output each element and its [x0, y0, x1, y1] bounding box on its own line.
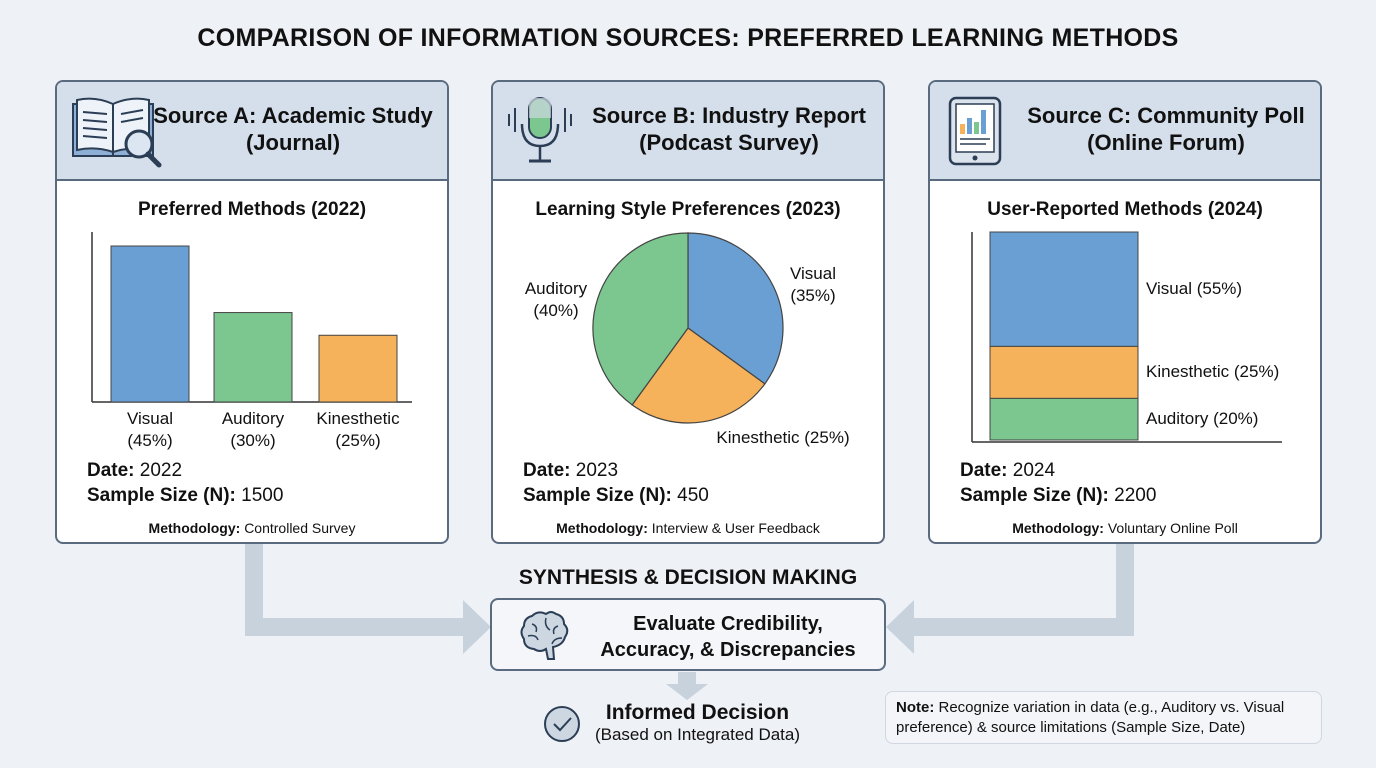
methodology-label: Methodology: [556, 520, 648, 536]
bar-label-kinesthetic: Kinesthetic (25%) [298, 408, 418, 452]
bar-auditory [213, 312, 293, 403]
pie-slice-kinesthetic [631, 327, 766, 424]
source-b-title: Source B: Industry Report (Podcast Survey… [583, 102, 875, 156]
pie-slice-visual [687, 232, 784, 385]
methodology-label: Methodology: [148, 520, 241, 536]
decision-subtitle: (Based on Integrated Data) [594, 725, 801, 744]
arrow-synthesis-to-decision [666, 672, 708, 700]
note-box: Note: Recognize variation in data (e.g.,… [885, 691, 1322, 744]
date-label: Date: [523, 460, 571, 481]
methodology-value: Voluntary Online Poll [1107, 520, 1238, 536]
chart-a-title: Preferred Methods (2022) [137, 199, 367, 220]
bar-value: (25%) [335, 431, 381, 450]
pie-label-kinesthetic: Kinesthetic (25%) [716, 428, 850, 447]
evaluate-text: Evaluate Credibility, Accuracy, & Discrep… [582, 611, 874, 663]
note-label: Note: [896, 699, 935, 716]
methodology-value: Controlled Survey [244, 520, 356, 536]
check-circle-icon [544, 706, 580, 742]
synthesis-heading: SYNTHESIS & DECISION MAKING [518, 566, 858, 589]
source-c-header: Source C: Community Poll (Online Forum) [930, 82, 1320, 181]
source-c-title-line1: Source C: Community Poll [1027, 103, 1305, 128]
pie-label-visual-name: Visual [790, 264, 836, 283]
sample-value: 450 [677, 485, 709, 506]
source-a-card: Source A: Academic Study (Journal) Prefer… [55, 80, 449, 544]
source-a-methodology: Methodology: Controlled Survey [57, 520, 447, 536]
stack-label-kinesthetic: Kinesthetic (25%) [1146, 362, 1280, 382]
sample-value: 1500 [241, 485, 284, 506]
source-b-meta: Date: 2023 Sample Size (N): 450 [523, 458, 709, 508]
microphone-icon [508, 97, 572, 163]
arrow-source-a-to-synthesis [245, 544, 491, 654]
chart-a-bars [91, 232, 412, 403]
book-magnifier-icon [72, 97, 162, 168]
stack-segment-auditory [989, 397, 1139, 441]
bar-value: (30%) [230, 431, 276, 450]
pie-slice-auditory [592, 232, 689, 406]
pie-label-auditory-name: Auditory [524, 279, 588, 298]
source-c-card: Source C: Community Poll (Online Forum) U… [928, 80, 1322, 544]
bar-label-visual: Visual (45%) [90, 408, 210, 452]
date-label: Date: [960, 460, 1008, 481]
chart-c-stacked-bar [971, 231, 1282, 443]
bar-category: Kinesthetic [316, 409, 400, 428]
methodology-label: Methodology: [1012, 520, 1104, 536]
source-b-header: Source B: Industry Report (Podcast Survey… [493, 82, 883, 181]
bar-category: Auditory [221, 409, 285, 428]
informed-decision: Informed Decision (Based on Integrated D… [585, 701, 810, 745]
chart-c-title: User-Reported Methods (2024) [987, 199, 1263, 220]
evaluate-line1: Evaluate Credibility, [633, 613, 823, 635]
bar-kinesthetic [318, 334, 398, 403]
arrow-source-c-to-synthesis [886, 544, 1134, 654]
stack-label-auditory: Auditory (20%) [1146, 409, 1259, 429]
source-a-title-line1: Source A: Academic Study [153, 103, 433, 128]
sample-label: Sample Size (N): [523, 485, 672, 506]
methodology-value: Interview & User Feedback [651, 520, 820, 536]
sample-value: 2200 [1114, 485, 1157, 506]
pie-label-visual: Visual (35%) [773, 263, 853, 307]
source-a-meta: Date: 2022 Sample Size (N): 1500 [87, 458, 283, 508]
sample-label: Sample Size (N): [87, 485, 236, 506]
source-b-title-line1: Source B: Industry Report [592, 103, 866, 128]
date-value: 2022 [139, 460, 183, 481]
source-a-header: Source A: Academic Study (Journal) [57, 82, 447, 181]
bar-value: (45%) [127, 431, 173, 450]
source-c-title-line2: (Online Forum) [1087, 130, 1245, 155]
chart-b-pie [592, 232, 784, 424]
source-b-card: Source B: Industry Report (Podcast Survey… [491, 80, 885, 544]
bar-label-auditory: Auditory (30%) [193, 408, 313, 452]
stack-segment-visual [989, 231, 1139, 347]
evaluate-box: Evaluate Credibility, Accuracy, & Discrep… [490, 598, 886, 671]
source-b-title-line2: (Podcast Survey) [639, 130, 819, 155]
pie-label-auditory: Auditory (40%) [511, 278, 601, 322]
source-a-title-line2: (Journal) [245, 130, 341, 155]
pie-label-visual-pct: (35%) [790, 286, 836, 305]
pie-label-auditory-pct: (40%) [533, 301, 579, 320]
evaluate-line2: Accuracy, & Discrepancies [600, 639, 856, 661]
date-value: 2023 [575, 460, 619, 481]
page-title: COMPARISON OF INFORMATION SOURCES: PREFE… [197, 24, 1179, 52]
bar-category: Visual [127, 409, 173, 428]
stack-segment-kinesthetic [989, 345, 1139, 399]
source-c-meta: Date: 2024 Sample Size (N): 2200 [960, 458, 1156, 508]
chart-b-title: Learning Style Preferences (2023) [535, 199, 841, 220]
bar-visual [110, 245, 190, 403]
decision-title: Informed Decision [605, 701, 790, 724]
date-label: Date: [87, 460, 135, 481]
source-a-title: Source A: Academic Study (Journal) [147, 102, 439, 156]
source-c-title: Source C: Community Poll (Online Forum) [1020, 102, 1312, 156]
stack-label-visual: Visual (55%) [1146, 279, 1243, 299]
source-c-methodology: Methodology: Voluntary Online Poll [930, 520, 1320, 536]
tablet-chart-icon [948, 96, 1002, 166]
note-text: Recognize variation in data (e.g., Audit… [896, 699, 1285, 736]
source-b-methodology: Methodology: Interview & User Feedback [493, 520, 883, 536]
date-value: 2024 [1012, 460, 1056, 481]
sample-label: Sample Size (N): [960, 485, 1109, 506]
brain-icon [520, 611, 569, 660]
